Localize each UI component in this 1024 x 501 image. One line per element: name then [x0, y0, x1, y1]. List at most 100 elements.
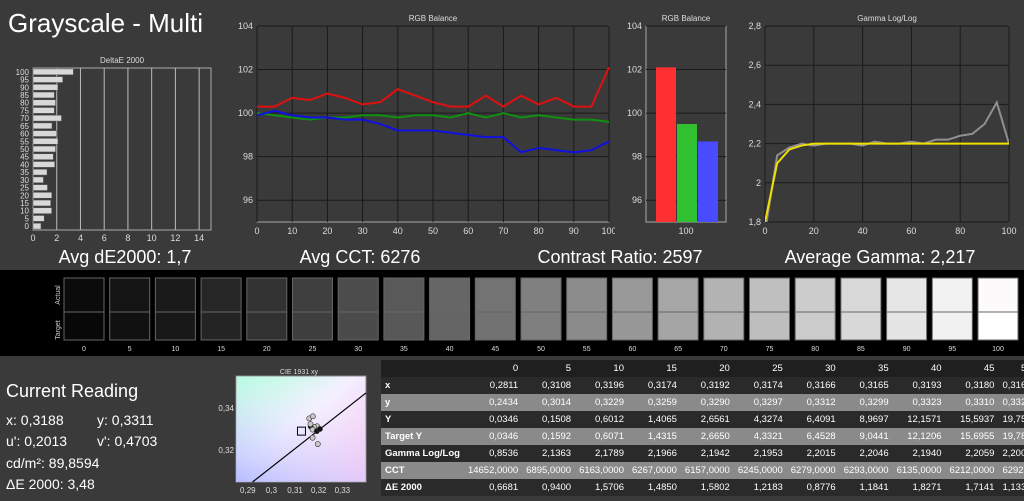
reading-y: y: 0,3311 [97, 412, 154, 428]
swatch-target [657, 311, 699, 341]
gamma-x-tick: 100 [1001, 226, 1016, 236]
table-column-header: 20 [680, 360, 734, 377]
swatch-strip: Actual Target 0 5 10 15 20 25 30 35 40 45 50 55 60 65 70… [55, 277, 1019, 353]
table-cell: 0,8776 [786, 479, 840, 496]
rgb-bar [698, 141, 718, 222]
swatch-label: 45 [491, 346, 499, 353]
cie-y-tick: 0,32 [218, 446, 234, 455]
cie-x-tick: 0,33 [335, 486, 351, 495]
swatch-label: 55 [583, 346, 591, 353]
cie-plot-overlay [236, 376, 366, 482]
table-column-header: 15 [628, 360, 681, 377]
swatch-actual [63, 277, 105, 313]
cie-point [309, 413, 316, 420]
table-cell: 0,2811 [463, 377, 523, 394]
swatch-actual [474, 277, 516, 313]
swatch-target [246, 311, 288, 341]
rgb-line-x-tick: 80 [534, 226, 544, 236]
table-cell: 0,3229 [575, 394, 628, 411]
table-cell: 4,3274 [733, 411, 787, 428]
table-cell: 0,6681 [463, 479, 523, 496]
swatch-target [337, 311, 379, 341]
gamma-x-tick: 20 [809, 226, 819, 236]
swatch-target [840, 311, 882, 341]
table-cell: 0,9400 [522, 479, 576, 496]
swatch-target [886, 311, 928, 341]
cie-title: CIE 1931 xy [280, 369, 319, 376]
table-row-header: x [381, 377, 464, 394]
table-cell: 0,3299 [839, 394, 893, 411]
rgb-bar-y-tick: 100 [627, 108, 642, 118]
swatch-actual [703, 277, 745, 313]
table-cell: 2,1363 [522, 445, 576, 462]
rgb-balance-bar-chart: RGB Balance 96 98 100 102 104 100 [627, 14, 727, 236]
gamma-y-tick: 2,6 [748, 60, 761, 70]
table-cell: 19,752 [998, 411, 1024, 428]
table-cell: 2,1942 [680, 445, 734, 462]
deltae-y-tick: 80 [20, 99, 29, 108]
deltae-x-tick: 6 [102, 233, 107, 242]
deltae-y-tick: 75 [20, 106, 29, 115]
table-cell: 1,8271 [892, 479, 946, 496]
deltae-bar [32, 176, 44, 184]
deltae-x-tick: 14 [194, 233, 204, 242]
deltae-y-tick: 50 [20, 145, 29, 154]
rgb-bar-title: RGB Balance [662, 14, 711, 23]
table-cell: 6895,0000 [522, 462, 576, 479]
table-cell: 0,3323 [892, 394, 946, 411]
rgb-line-title: RGB Balance [409, 14, 458, 23]
rgb-line-x-tick: 20 [322, 226, 332, 236]
swatch-label: 25 [309, 346, 317, 353]
rgb-bar-y-tick: 102 [627, 65, 642, 75]
swatch-target [749, 311, 790, 341]
deltae-y-tick: 20 [20, 191, 29, 200]
swatch-target [977, 311, 1019, 341]
table-cell: 15,6955 [945, 428, 999, 445]
deltae-bar [32, 68, 74, 76]
deltae-bar [32, 138, 59, 145]
deltae-bar [32, 222, 42, 230]
table-cell: 0,3180 [945, 377, 999, 394]
swatch-actual-label: Actual [55, 285, 62, 305]
cie-x-tick: 0,3 [266, 486, 278, 495]
swatch-actual [840, 277, 882, 313]
swatch-label: 60 [629, 346, 637, 353]
rgb-bar-y-tick: 96 [632, 195, 642, 205]
swatch-actual [520, 277, 562, 313]
swatch-label: 85 [857, 346, 865, 353]
table-cell: 6267,0000 [628, 462, 681, 479]
gamma-x-tick: 0 [762, 226, 767, 236]
rgb-bar-y-tick: 98 [632, 152, 642, 162]
table-cell: 19,780 [998, 428, 1024, 445]
deltae-bar [32, 207, 52, 214]
cie-x-tick: 0,29 [240, 486, 256, 495]
deltae-x-tick: 8 [125, 233, 130, 242]
table-row: CCT 14652,0000 6895,0000 6163,0000 6267,0000… [381, 462, 1024, 479]
table-cell: 0,3297 [733, 394, 787, 411]
table-column-header: 30 [786, 360, 840, 377]
rgb-line-y-tick: 100 [238, 108, 253, 118]
deltae-y-tick: 35 [20, 168, 29, 177]
swatch-label: 5 [128, 346, 132, 353]
table-cell: 1,4850 [628, 479, 681, 496]
table-cell: 6293,0000 [839, 462, 893, 479]
table-cell: 0,3192 [680, 377, 734, 394]
deltae-bar [32, 107, 55, 114]
deltae-y-tick: 25 [20, 184, 29, 193]
rgb-line-x-tick: 30 [358, 226, 368, 236]
table-cell: 0,2434 [463, 394, 523, 411]
deltae-y-tick: 90 [20, 83, 29, 92]
table-cell: 1,2183 [733, 479, 787, 496]
table-column-header [381, 360, 464, 377]
table-cell: 2,1953 [733, 445, 787, 462]
table-cell: 0,8536 [463, 445, 523, 462]
rgb-bar-y-tick: 104 [627, 21, 642, 31]
table-cell: 0,3196 [575, 377, 628, 394]
table-cell: 0,3174 [628, 377, 681, 394]
table-cell: 0,3163 [998, 377, 1024, 394]
deltae-bar [32, 84, 59, 91]
swatch-actual [246, 277, 288, 313]
table-cell: 1,1841 [839, 479, 893, 496]
table-cell: 2,1966 [628, 445, 681, 462]
